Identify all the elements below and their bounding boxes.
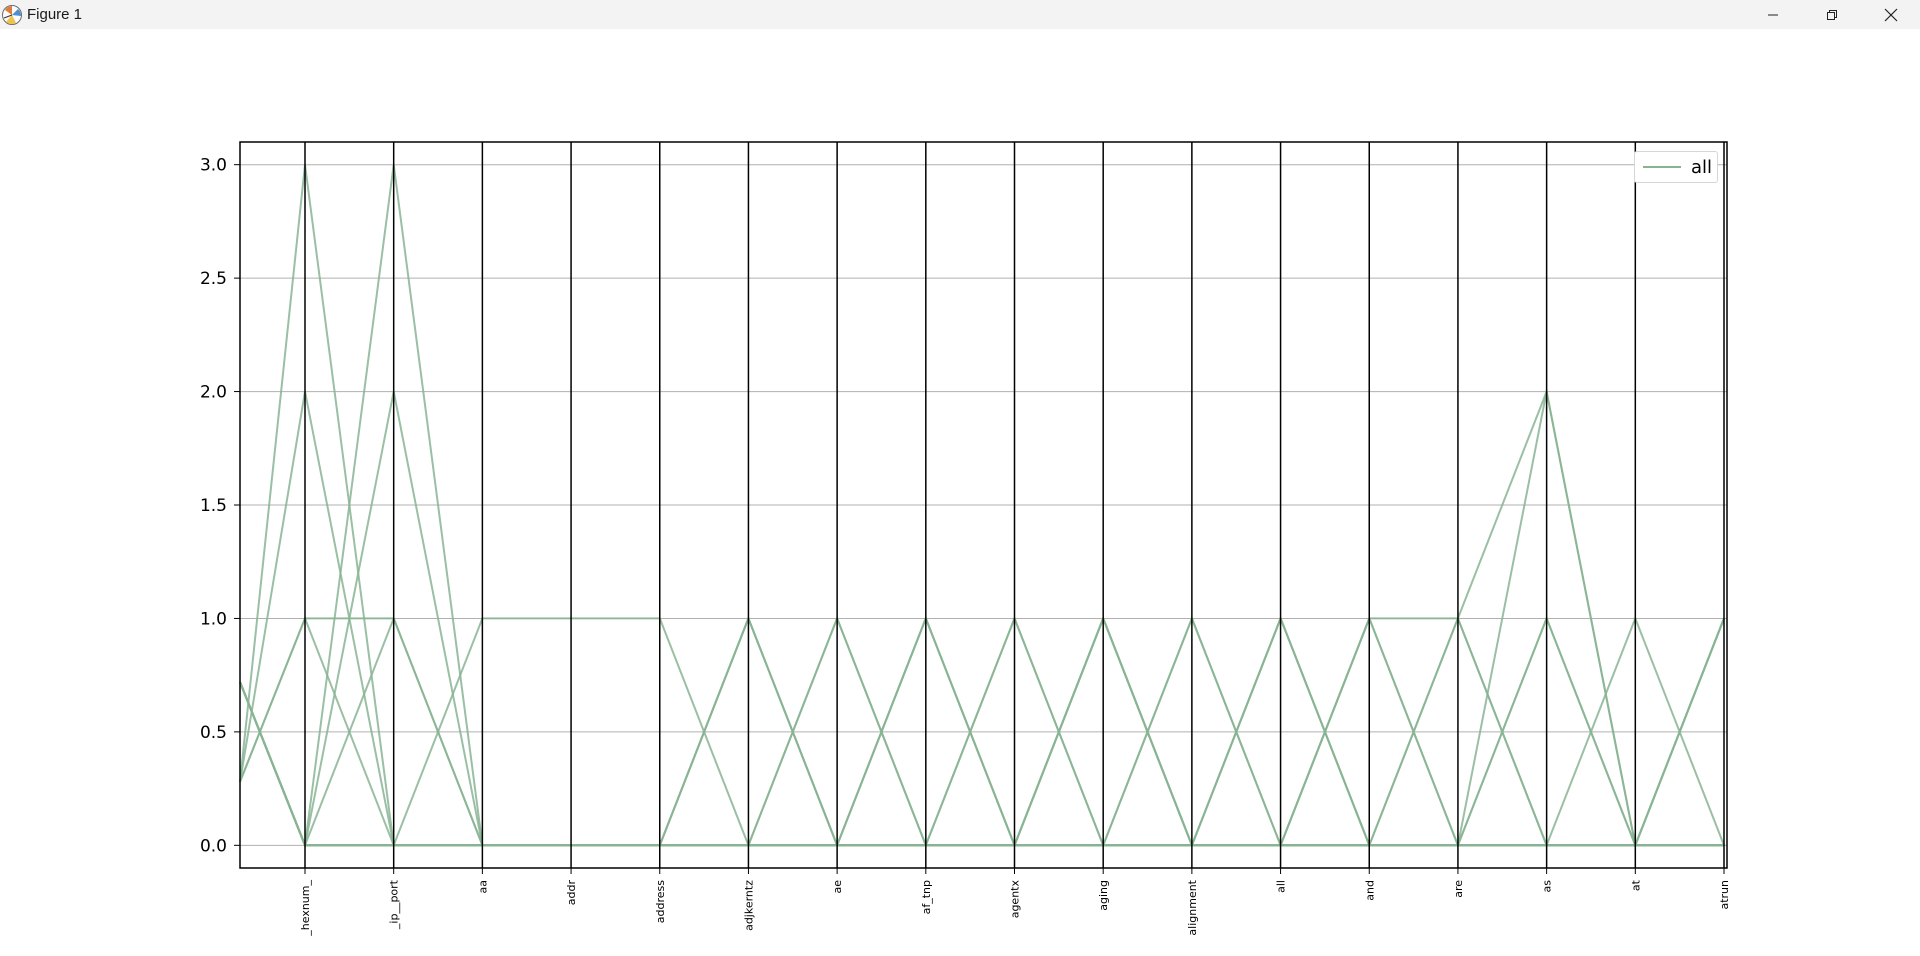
x-tick-label: atrun [1718, 880, 1731, 910]
x-tick-label: adjkerntz [742, 880, 755, 931]
minimize-button[interactable] [1743, 0, 1802, 29]
y-tick-label: 3.0 [200, 156, 227, 176]
x-tick-label: as [1541, 880, 1554, 893]
x-tick-label: all [1275, 880, 1288, 893]
title-bar: Figure 1 [0, 0, 1920, 29]
x-tick-label: aa [476, 880, 489, 893]
y-tick-label: 2.0 [200, 383, 227, 403]
parallel-coordinates-chart: 0.0 0.5 1.0 1.5 2.0 2.5 3.0 _hexnum_ _ip__port aa… [200, 141, 1731, 937]
y-tick-label: 0.5 [200, 723, 227, 743]
x-tick-label: addr [565, 880, 578, 906]
restore-icon [1826, 9, 1837, 20]
figure-canvas: 0.0 0.5 1.0 1.5 2.0 2.5 3.0 _hexnum_ _ip__port aa… [0, 29, 1920, 956]
legend: all [1634, 151, 1718, 183]
series-line-15 [239, 615, 1725, 849]
maximize-button[interactable] [1802, 0, 1861, 29]
x-tick-label: _hexnum_ [299, 880, 312, 937]
matplotlib-figure-icon [2, 5, 22, 25]
x-tick-label: are [1452, 880, 1465, 898]
close-icon [1884, 8, 1897, 21]
x-tick-label: at [1629, 879, 1642, 891]
x-tick-label: aging [1097, 880, 1110, 911]
x-tick-label: and [1363, 880, 1376, 901]
legend-line-swatch [1643, 166, 1681, 168]
x-tick-label: ae [831, 880, 844, 894]
y-tick-label: 2.5 [200, 269, 227, 289]
x-tick-label: alignment [1186, 879, 1199, 935]
y-tick-label: 0.0 [200, 836, 227, 856]
window-title: Figure 1 [27, 6, 83, 23]
y-tick-label: 1.0 [200, 609, 227, 629]
x-tick-label: _ip__port [388, 879, 401, 930]
legend-label: all [1691, 156, 1713, 178]
x-tick-label: af_tnp [920, 880, 933, 914]
y-tick-label: 1.5 [200, 496, 227, 516]
minimize-icon [1767, 14, 1778, 15]
x-tick-label: agentx [1009, 880, 1022, 919]
x-tick-label: address [654, 880, 667, 923]
close-button[interactable] [1861, 0, 1920, 29]
